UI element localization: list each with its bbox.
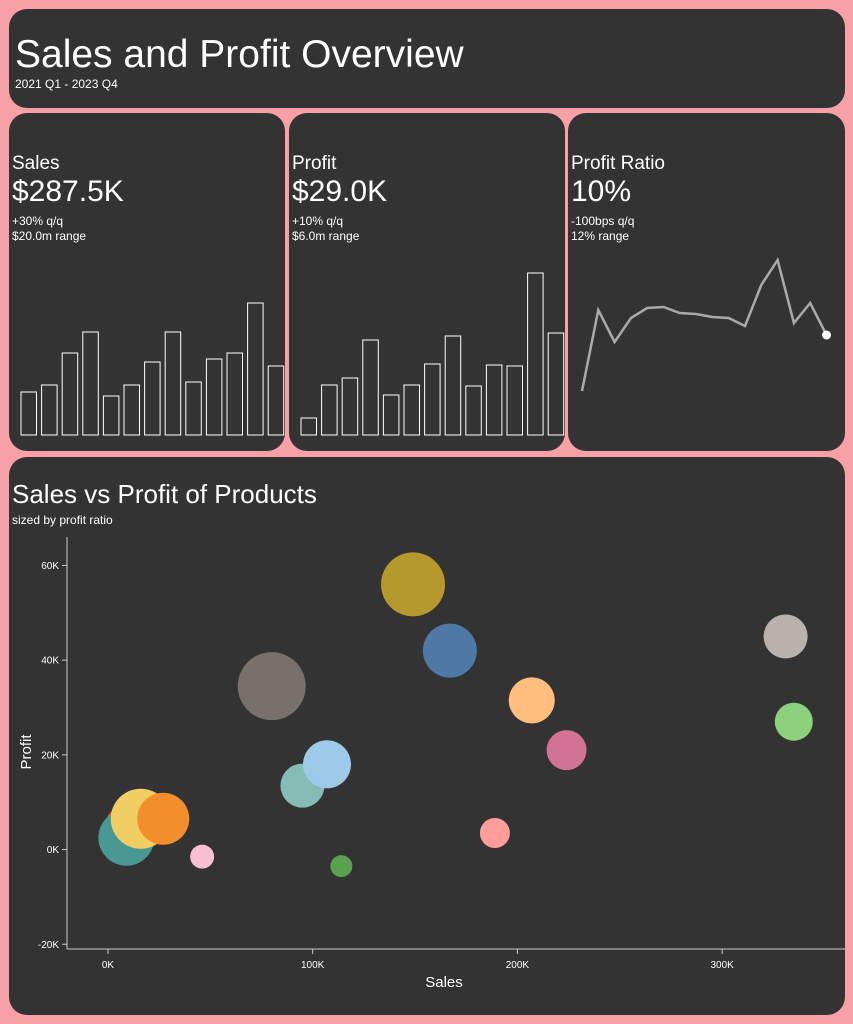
x-axis-title: Sales [425, 974, 463, 991]
kpi-label: Profit [292, 153, 337, 174]
scatter-point [190, 844, 215, 869]
spark-bar [41, 384, 58, 436]
kpi-change: -100bps q/q [571, 214, 635, 228]
spark-bar [205, 358, 223, 436]
x-tick-label: 0K [102, 960, 115, 971]
x-tick-label: 100K [301, 960, 325, 971]
dashboard-title: Sales and Profit Overview [15, 33, 464, 76]
spark-bar [144, 361, 161, 436]
spark-bar [444, 335, 462, 436]
scatter-point [422, 623, 477, 678]
spark-bar [123, 384, 140, 436]
x-tick-label: 200K [506, 960, 530, 971]
scatter-point [546, 730, 587, 771]
kpi-range: $6.0m range [292, 229, 360, 243]
y-axis-title: Profit [18, 734, 35, 770]
scatter-point [774, 702, 813, 741]
spark-bar [403, 384, 420, 436]
sales-sparkbar-chart [20, 302, 285, 436]
sales-vs-profit-scatter-chart: -20K 0K 20K 40K 60K 0K 100K 200K 300K Sales Profit [18, 537, 845, 991]
profit-ratio-kpi-card: Profit Ratio 10% -100bps q/q 12% range [568, 113, 845, 451]
spark-bar [362, 339, 379, 436]
profit-sparkbar-chart [300, 272, 565, 436]
x-tick-label: 300K [710, 960, 734, 971]
ratio-line [580, 256, 828, 392]
spark-bar [164, 331, 182, 436]
kpi-label: Sales [12, 153, 60, 174]
spark-bar [300, 417, 317, 436]
spark-bar [61, 352, 79, 436]
scatter-point [763, 614, 808, 659]
scatter-point [381, 552, 446, 617]
spark-bar [527, 272, 544, 436]
scatter-point [303, 740, 352, 789]
ratio-end-marker [822, 330, 831, 340]
kpi-value: $287.5K [12, 175, 124, 208]
scatter-point [330, 855, 353, 878]
kpi-range: 12% range [571, 229, 630, 243]
profit-ratio-sparkline-chart [580, 256, 831, 392]
y-tick-label: 0K [47, 845, 60, 856]
kpi-label: Profit Ratio [571, 153, 665, 174]
spark-bar [82, 331, 99, 436]
y-tick-label: 60K [41, 561, 59, 572]
y-tick-label: 20K [41, 750, 59, 761]
scatter-title: Sales vs Profit of Products [12, 479, 317, 509]
spark-bar [465, 385, 482, 436]
profit-kpi-card: Profit $29.0K +10% q/q $6.0m range [289, 113, 565, 451]
y-tick-label: -20K [38, 940, 59, 951]
spark-bar [226, 352, 243, 436]
spark-bar [382, 394, 400, 436]
kpi-change: +30% q/q [12, 214, 64, 228]
scatter-point [137, 792, 190, 845]
kpi-value: 10% [571, 175, 632, 208]
spark-bar [247, 302, 264, 436]
kpi-range: $20.0m range [12, 229, 87, 243]
spark-bar [341, 377, 359, 436]
spark-bar [424, 363, 441, 436]
kpi-value: $29.0K [292, 175, 388, 208]
scatter-point [237, 652, 306, 721]
sales-kpi-card: Sales $287.5K +30% q/q $20.0m range [9, 113, 285, 451]
y-tick-label: 40K [41, 656, 59, 667]
header-panel: Sales and Profit Overview 2021 Q1 - 2023… [9, 9, 845, 108]
spark-bar [321, 384, 338, 436]
scatter-panel: Sales vs Profit of Products sized by pro… [9, 457, 845, 1015]
spark-bar [102, 395, 120, 436]
spark-bar [506, 365, 523, 436]
spark-bar [485, 364, 503, 436]
spark-bar [547, 332, 565, 436]
scatter-point [479, 817, 510, 848]
spark-bar [185, 381, 202, 436]
dashboard-date-range: 2021 Q1 - 2023 Q4 [15, 77, 118, 91]
spark-bar [267, 365, 285, 436]
scatter-subtitle: sized by profit ratio [12, 513, 113, 527]
kpi-change: +10% q/q [292, 214, 344, 228]
spark-bar [20, 391, 37, 436]
scatter-point [508, 677, 555, 724]
